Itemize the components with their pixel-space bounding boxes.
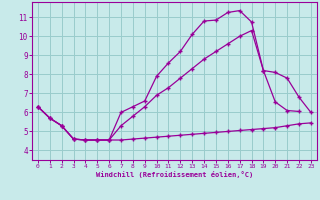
- X-axis label: Windchill (Refroidissement éolien,°C): Windchill (Refroidissement éolien,°C): [96, 171, 253, 178]
